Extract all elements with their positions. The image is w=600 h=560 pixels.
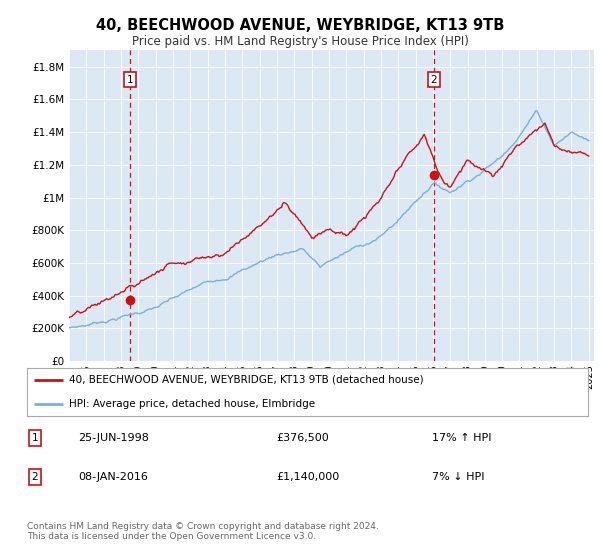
Text: 17% ↑ HPI: 17% ↑ HPI — [432, 433, 491, 443]
Text: 25-JUN-1998: 25-JUN-1998 — [78, 433, 149, 443]
Text: 08-JAN-2016: 08-JAN-2016 — [78, 473, 148, 482]
Text: 2: 2 — [430, 75, 437, 85]
Text: Contains HM Land Registry data © Crown copyright and database right 2024.
This d: Contains HM Land Registry data © Crown c… — [27, 522, 379, 542]
Text: 1: 1 — [127, 75, 133, 85]
Text: 7% ↓ HPI: 7% ↓ HPI — [432, 473, 485, 482]
Text: £1,140,000: £1,140,000 — [276, 473, 339, 482]
Text: 2: 2 — [31, 473, 38, 482]
Text: £376,500: £376,500 — [276, 433, 329, 443]
Text: HPI: Average price, detached house, Elmbridge: HPI: Average price, detached house, Elmb… — [69, 399, 315, 409]
Text: 40, BEECHWOOD AVENUE, WEYBRIDGE, KT13 9TB: 40, BEECHWOOD AVENUE, WEYBRIDGE, KT13 9T… — [96, 18, 504, 32]
Text: Price paid vs. HM Land Registry's House Price Index (HPI): Price paid vs. HM Land Registry's House … — [131, 35, 469, 49]
Text: 1: 1 — [31, 433, 38, 443]
Text: 40, BEECHWOOD AVENUE, WEYBRIDGE, KT13 9TB (detached house): 40, BEECHWOOD AVENUE, WEYBRIDGE, KT13 9T… — [69, 375, 424, 385]
